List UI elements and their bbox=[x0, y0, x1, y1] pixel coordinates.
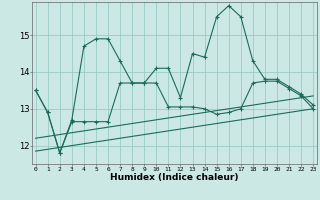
X-axis label: Humidex (Indice chaleur): Humidex (Indice chaleur) bbox=[110, 173, 239, 182]
